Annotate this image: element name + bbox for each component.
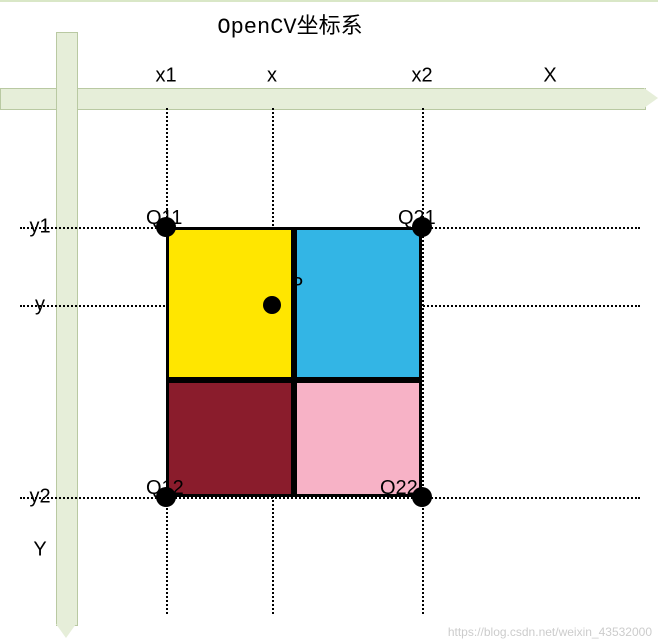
axis-label-X: X	[543, 65, 556, 88]
x-axis-strip	[0, 88, 646, 110]
axis-label-x2: x2	[411, 65, 432, 88]
y-axis-arrow-icon	[56, 624, 76, 638]
label-q12: Q12	[146, 477, 184, 500]
diagram-canvas: OpenCV坐标系 x1 x x2 X y1 y y2 Y Q11 Q21 Q1…	[0, 0, 658, 641]
axis-label-Y: Y	[33, 539, 46, 562]
cell-bottom-left	[166, 380, 294, 497]
guide-v-x2	[422, 108, 424, 614]
label-q11: Q11	[146, 207, 182, 230]
axis-label-x1: x1	[155, 65, 176, 88]
watermark-text: https://blog.csdn.net/weixin_43532000	[448, 625, 652, 639]
diagram-title: OpenCV坐标系	[217, 8, 362, 40]
axis-label-x: x	[267, 65, 277, 88]
point-p	[263, 296, 281, 314]
label-q21: Q21	[398, 207, 436, 230]
label-q22: Q22	[380, 477, 418, 500]
x-axis-arrow-icon	[644, 88, 658, 108]
cell-top-right	[294, 227, 422, 380]
guide-h-y2	[20, 497, 640, 499]
y-axis-strip	[56, 32, 78, 626]
label-p: P	[290, 274, 303, 297]
